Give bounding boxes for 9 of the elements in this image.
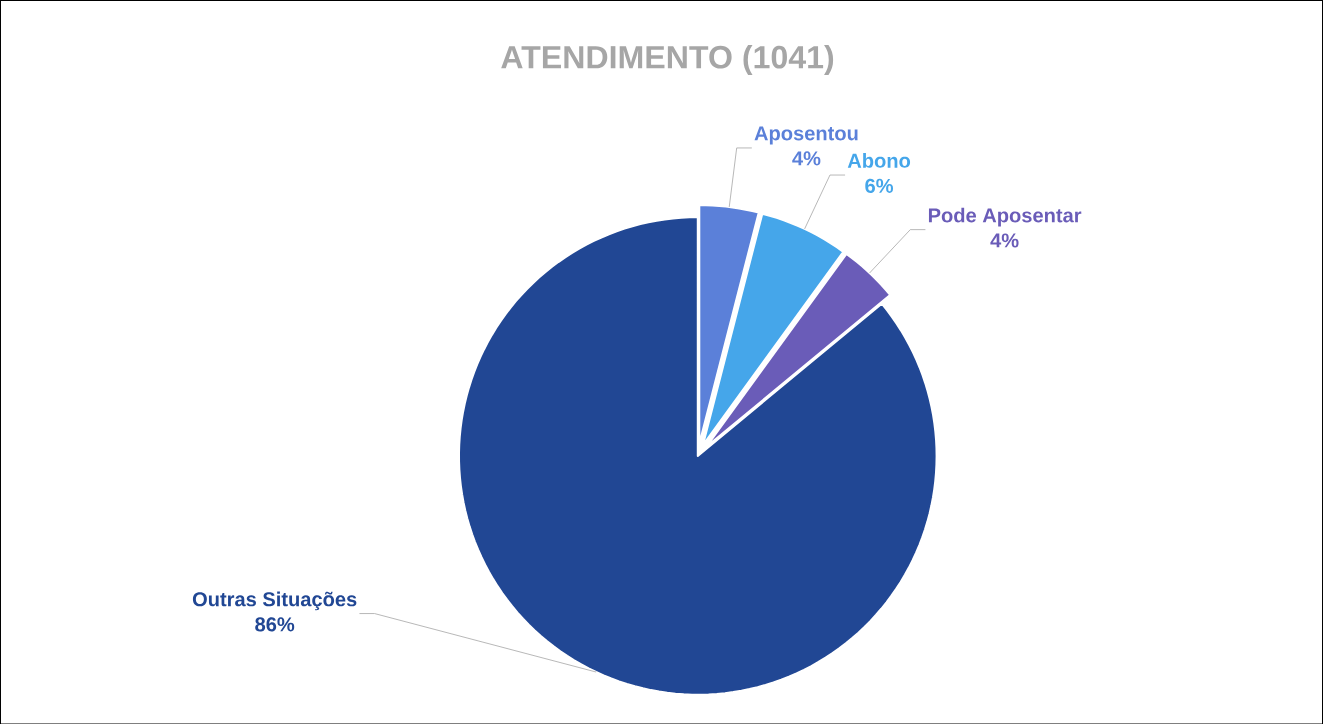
slice-label: Outras Situações	[192, 591, 357, 611]
data-label: 4%	[792, 151, 821, 166]
data-label: 4%	[990, 233, 1019, 248]
slice-label: Pode Aposentar	[928, 207, 1082, 227]
chart-title: ATENDIMENTO (1041)	[501, 44, 834, 75]
data-label: 86%	[255, 617, 295, 632]
slice-label: Aposentou	[754, 126, 858, 145]
data-label: 6%	[865, 178, 894, 193]
slice-label: Abono	[847, 152, 911, 168]
